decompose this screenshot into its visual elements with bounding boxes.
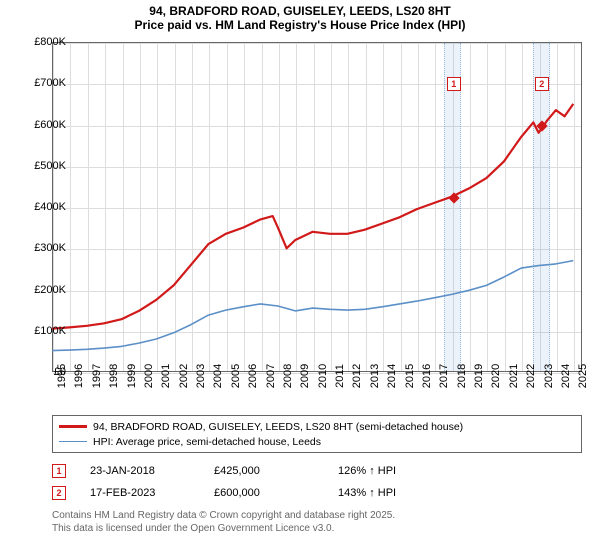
x-tick-label: 2024 xyxy=(560,364,572,388)
footer: Contains HM Land Registry data © Crown c… xyxy=(52,510,395,535)
x-tick-label: 2000 xyxy=(143,364,155,388)
legend-label: 94, BRADFORD ROAD, GUISELEY, LEEDS, LS20… xyxy=(93,421,463,433)
legend: 94, BRADFORD ROAD, GUISELEY, LEEDS, LS20… xyxy=(52,415,582,453)
x-tick-label: 2011 xyxy=(334,364,346,388)
x-tick-label: 2009 xyxy=(299,364,311,388)
chart-container: 94, BRADFORD ROAD, GUISELEY, LEEDS, LS20… xyxy=(0,0,600,560)
sales-table: 1 23-JAN-2018 £425,000 126% ↑ HPI 2 17-FEB-20… xyxy=(52,460,458,504)
x-tick-label: 2015 xyxy=(404,364,416,388)
legend-item: 94, BRADFORD ROAD, GUISELEY, LEEDS, LS20… xyxy=(59,419,575,434)
x-tick-label: 1997 xyxy=(91,364,103,388)
x-tick-label: 2020 xyxy=(490,364,502,388)
title-line-1: 94, BRADFORD ROAD, GUISELEY, LEEDS, LS20… xyxy=(0,4,600,18)
sales-row-marker: 2 xyxy=(52,486,66,500)
x-tick-label: 1995 xyxy=(56,364,68,388)
x-tick-label: 2014 xyxy=(386,364,398,388)
x-tick-label: 2007 xyxy=(265,364,277,388)
sales-row-price: £600,000 xyxy=(214,487,314,499)
legend-swatch xyxy=(59,441,87,443)
series-price_paid xyxy=(52,104,573,329)
x-tick-label: 2023 xyxy=(543,364,555,388)
title-line-2: Price paid vs. HM Land Registry's House … xyxy=(0,18,600,32)
title-block: 94, BRADFORD ROAD, GUISELEY, LEEDS, LS20… xyxy=(0,0,600,32)
sales-row-date: 17-FEB-2023 xyxy=(90,487,190,499)
x-tick-label: 1996 xyxy=(73,364,85,388)
y-tick-label: £700K xyxy=(34,77,66,89)
sales-row-hpi: 143% ↑ HPI xyxy=(338,487,458,499)
y-tick-label: £500K xyxy=(34,160,66,172)
y-tick-label: £600K xyxy=(34,119,66,131)
x-tick-label: 2001 xyxy=(160,364,172,388)
y-tick-label: £200K xyxy=(34,284,66,296)
x-tick-label: 2006 xyxy=(247,364,259,388)
y-tick-label: £100K xyxy=(34,325,66,337)
legend-label: HPI: Average price, semi-detached house,… xyxy=(93,436,321,448)
y-tick-label: £300K xyxy=(34,242,66,254)
sales-row-price: £425,000 xyxy=(214,465,314,477)
x-tick-label: 2018 xyxy=(456,364,468,388)
x-tick-label: 2005 xyxy=(230,364,242,388)
x-tick-label: 2003 xyxy=(195,364,207,388)
x-tick-label: 2022 xyxy=(525,364,537,388)
x-tick-label: 2016 xyxy=(421,364,433,388)
x-tick-label: 1999 xyxy=(126,364,138,388)
sales-row: 1 23-JAN-2018 £425,000 126% ↑ HPI xyxy=(52,460,458,482)
x-tick-label: 2017 xyxy=(438,364,450,388)
legend-item: HPI: Average price, semi-detached house,… xyxy=(59,434,575,449)
x-tick-label: 1998 xyxy=(108,364,120,388)
series-hpi xyxy=(52,261,573,351)
line-layer xyxy=(52,42,582,372)
x-tick-label: 2002 xyxy=(178,364,190,388)
sales-row: 2 17-FEB-2023 £600,000 143% ↑ HPI xyxy=(52,482,458,504)
footer-line-1: Contains HM Land Registry data © Crown c… xyxy=(52,510,395,523)
sales-row-date: 23-JAN-2018 xyxy=(90,465,190,477)
x-tick-label: 2008 xyxy=(282,364,294,388)
legend-swatch xyxy=(59,425,87,428)
sales-row-marker: 1 xyxy=(52,464,66,478)
x-tick-label: 2012 xyxy=(351,364,363,388)
y-tick-label: £400K xyxy=(34,201,66,213)
x-tick-label: 2019 xyxy=(473,364,485,388)
y-tick-label: £800K xyxy=(34,36,66,48)
x-tick-label: 2025 xyxy=(577,364,589,388)
sales-row-hpi: 126% ↑ HPI xyxy=(338,465,458,477)
footer-line-2: This data is licensed under the Open Gov… xyxy=(52,523,395,536)
x-tick-label: 2004 xyxy=(212,364,224,388)
chart-area: 12 xyxy=(52,42,582,372)
x-tick-label: 2021 xyxy=(508,364,520,388)
x-tick-label: 2010 xyxy=(317,364,329,388)
x-tick-label: 2013 xyxy=(369,364,381,388)
